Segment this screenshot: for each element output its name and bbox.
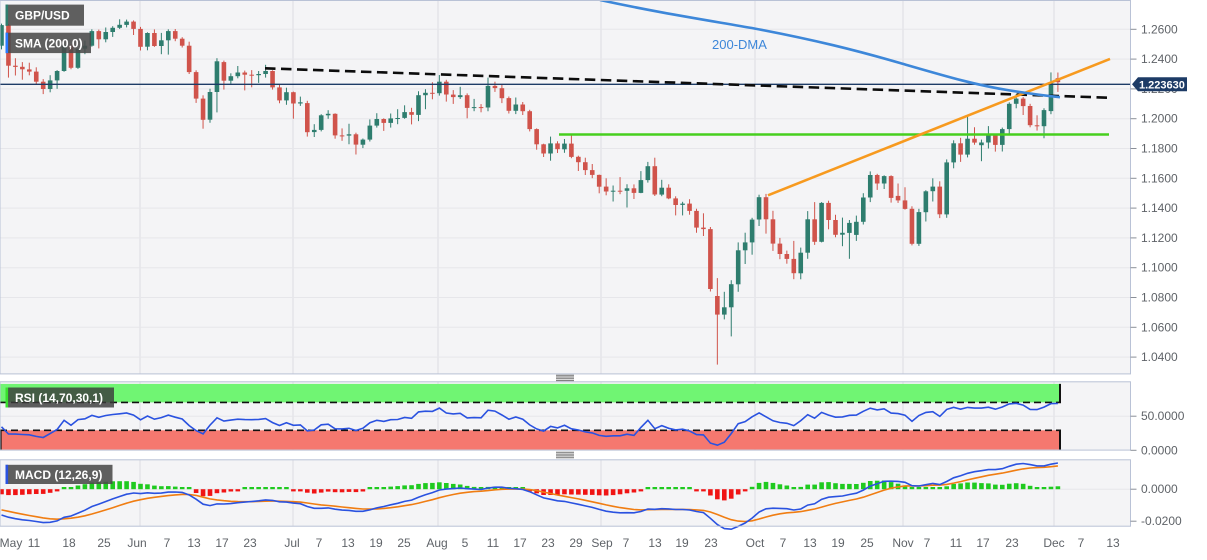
svg-text:1.1800: 1.1800 bbox=[1141, 142, 1178, 156]
svg-text:Nov: Nov bbox=[892, 536, 913, 550]
svg-text:13: 13 bbox=[648, 536, 662, 550]
svg-text:Jun: Jun bbox=[127, 536, 146, 550]
svg-text:200-DMA: 200-DMA bbox=[712, 37, 767, 52]
svg-text:17: 17 bbox=[215, 536, 229, 550]
svg-text:May: May bbox=[0, 536, 22, 550]
svg-text:23: 23 bbox=[1005, 536, 1019, 550]
svg-text:11: 11 bbox=[487, 536, 500, 550]
svg-text:7: 7 bbox=[924, 536, 931, 550]
svg-text:13: 13 bbox=[187, 536, 201, 550]
svg-text:0.0000: 0.0000 bbox=[1141, 482, 1178, 496]
svg-text:1.1000: 1.1000 bbox=[1141, 261, 1178, 275]
svg-text:Oct: Oct bbox=[746, 536, 765, 550]
svg-text:19: 19 bbox=[675, 536, 689, 550]
svg-text:25: 25 bbox=[97, 536, 111, 550]
svg-text:Aug: Aug bbox=[426, 536, 447, 550]
svg-text:Jul: Jul bbox=[284, 536, 299, 550]
svg-text:11: 11 bbox=[28, 536, 41, 550]
svg-text:7: 7 bbox=[623, 536, 630, 550]
svg-text:25: 25 bbox=[397, 536, 411, 550]
svg-text:Dec: Dec bbox=[1043, 536, 1064, 550]
svg-text:19: 19 bbox=[831, 536, 845, 550]
svg-text:MACD (12,26,9): MACD (12,26,9) bbox=[15, 468, 102, 482]
svg-text:1.1600: 1.1600 bbox=[1141, 171, 1178, 185]
svg-text:0.0000: 0.0000 bbox=[1141, 443, 1178, 457]
svg-text:23: 23 bbox=[704, 536, 718, 550]
svg-text:7: 7 bbox=[164, 536, 171, 550]
svg-text:1.0600: 1.0600 bbox=[1141, 320, 1178, 334]
svg-text:19: 19 bbox=[369, 536, 383, 550]
svg-text:GBP/USD: GBP/USD bbox=[15, 9, 70, 23]
svg-text:1.2600: 1.2600 bbox=[1141, 22, 1178, 36]
svg-text:1.0400: 1.0400 bbox=[1141, 350, 1178, 364]
svg-text:25: 25 bbox=[860, 536, 874, 550]
svg-text:1.2400: 1.2400 bbox=[1141, 52, 1178, 66]
svg-text:23: 23 bbox=[243, 536, 257, 550]
svg-text:1.1400: 1.1400 bbox=[1141, 201, 1178, 215]
svg-text:11: 11 bbox=[950, 536, 963, 550]
svg-text:7: 7 bbox=[316, 536, 323, 550]
svg-text:50.0000: 50.0000 bbox=[1141, 409, 1185, 423]
svg-text:17: 17 bbox=[513, 536, 527, 550]
svg-text:23: 23 bbox=[541, 536, 555, 550]
svg-text:18: 18 bbox=[62, 536, 76, 550]
svg-text:29: 29 bbox=[569, 536, 583, 550]
svg-text:13: 13 bbox=[341, 536, 355, 550]
svg-text:1.2000: 1.2000 bbox=[1141, 112, 1178, 126]
svg-text:17: 17 bbox=[976, 536, 990, 550]
svg-text:5: 5 bbox=[462, 536, 469, 550]
svg-text:1.223630: 1.223630 bbox=[1139, 80, 1185, 92]
svg-text:RSI (14,70,30,1): RSI (14,70,30,1) bbox=[15, 391, 103, 405]
svg-text:13: 13 bbox=[803, 536, 817, 550]
svg-text:Sep: Sep bbox=[591, 536, 613, 550]
svg-text:SMA (200,0): SMA (200,0) bbox=[15, 36, 83, 50]
svg-text:1.1200: 1.1200 bbox=[1141, 231, 1178, 245]
svg-text:1.0800: 1.0800 bbox=[1141, 291, 1178, 305]
svg-text:13: 13 bbox=[1106, 536, 1120, 550]
svg-text:-0.0200: -0.0200 bbox=[1141, 514, 1182, 528]
svg-text:7: 7 bbox=[780, 536, 787, 550]
svg-text:7: 7 bbox=[1078, 536, 1085, 550]
